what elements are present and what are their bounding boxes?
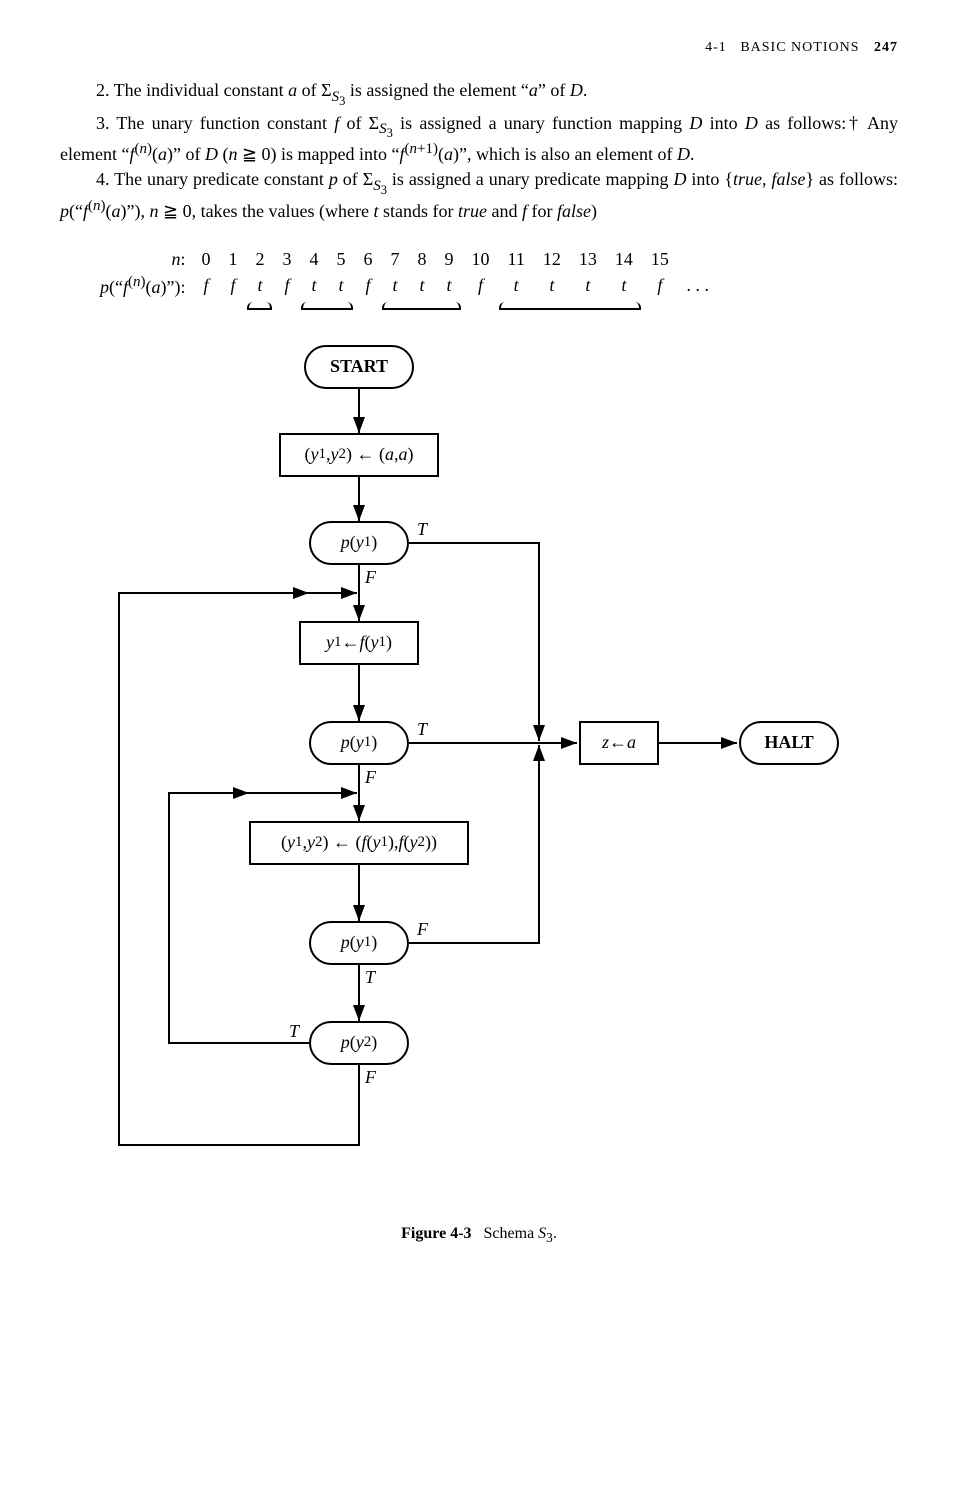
- node-dec4: p(y2): [309, 1021, 409, 1065]
- node-halt: HALT: [739, 721, 839, 765]
- paragraph-4: 4. The unary predicate constant p of ΣS3…: [60, 169, 898, 222]
- node-assign1: (y1, y2) ← (a, a): [279, 433, 439, 477]
- paragraph-2: 2. The individual constant a of ΣS3 is a…: [60, 80, 898, 109]
- page-header: 4-1 BASIC NOTIONS 247: [60, 40, 898, 56]
- page-number: 247: [874, 40, 898, 55]
- section-title: BASIC NOTIONS: [740, 40, 859, 55]
- node-za: z ← a: [579, 721, 659, 765]
- row-braces: [92, 301, 717, 313]
- flowchart: START (y1, y2) ← (a, a) p(y1) y1 ← f(y1)…: [99, 345, 859, 1215]
- label-dec4-T: T: [287, 1021, 301, 1042]
- label-dec4-F: F: [363, 1067, 378, 1088]
- node-dec3: p(y1): [309, 921, 409, 965]
- section-number: 4-1: [705, 40, 727, 55]
- node-start: START: [304, 345, 414, 389]
- row-values: p(“f(n)(a)”): ff tf tt ft tt ft tt tf . …: [92, 273, 717, 299]
- node-proc1: y1 ← f(y1): [299, 621, 419, 665]
- flowchart-edges: [99, 345, 859, 1215]
- node-dec1: p(y1): [309, 521, 409, 565]
- label-dec1-F: F: [363, 567, 378, 588]
- label-dec2-F: F: [363, 767, 378, 788]
- label-dec1-T: T: [415, 519, 429, 540]
- caption-label: Figure 4-3: [401, 1225, 471, 1242]
- row-n: n: 01 23 45 67 89 1011 1213 1415: [92, 248, 717, 271]
- figure-caption: Figure 4-3 Schema S3.: [60, 1225, 898, 1246]
- node-dec2: p(y1): [309, 721, 409, 765]
- label-dec2-T: T: [415, 719, 429, 740]
- node-proc2: (y1, y2) ← (f(y1), f(y2)): [249, 821, 469, 865]
- label-dec3-T: T: [363, 967, 377, 988]
- label-dec3-F: F: [415, 919, 430, 940]
- truth-value-table: n: 01 23 45 67 89 1011 1213 1415 p(“f(n)…: [90, 246, 719, 315]
- paragraph-3: 3. The unary function constant f of ΣS3 …: [60, 113, 898, 166]
- caption-text: Schema S3.: [484, 1225, 557, 1242]
